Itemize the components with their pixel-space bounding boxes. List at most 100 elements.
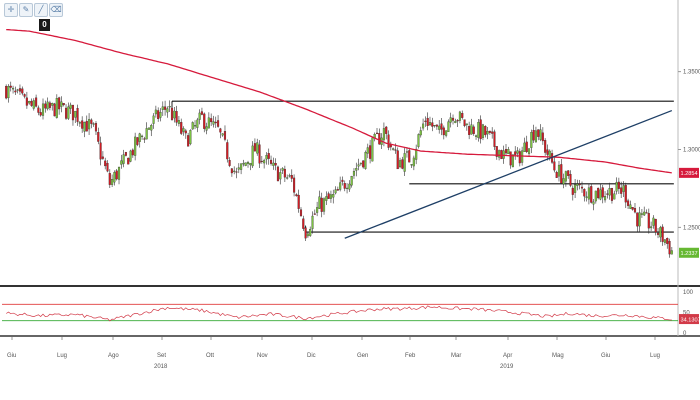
candle-body	[81, 120, 84, 129]
x-axis-month-label: Gen	[357, 353, 368, 359]
candle-body	[316, 207, 319, 213]
candle-body	[590, 186, 593, 203]
candle-body	[447, 121, 450, 133]
candle-body	[272, 162, 275, 166]
candle-body	[378, 133, 381, 145]
candle-body	[182, 128, 185, 132]
candle-body	[242, 163, 245, 165]
candle-body	[293, 177, 296, 193]
candle-body	[426, 117, 429, 126]
candle-body	[108, 173, 111, 185]
candle-body	[375, 132, 379, 135]
price-axis-label: 1.3500	[683, 70, 700, 76]
candle-body	[152, 115, 155, 124]
pencil-icon[interactable]: ✎	[19, 3, 33, 17]
candle-body	[449, 117, 452, 123]
candle-body	[127, 157, 130, 165]
candle-body	[7, 86, 10, 99]
last-price-tag: 1.2337	[681, 251, 698, 257]
candle-body	[629, 204, 632, 209]
candle-body	[440, 123, 443, 130]
candle-body	[385, 126, 388, 134]
candle-body	[656, 232, 660, 235]
candle-body	[585, 196, 588, 198]
candle-body	[601, 187, 604, 198]
eraser-icon[interactable]: ⌫	[49, 3, 63, 17]
candle-body	[495, 146, 498, 157]
candle-body	[484, 126, 487, 136]
zero-badge: 0	[39, 19, 50, 31]
candle-body	[249, 162, 252, 166]
candle-body	[587, 187, 590, 200]
candle-body	[101, 156, 104, 159]
candle-body	[627, 200, 630, 206]
candle-body	[574, 184, 577, 193]
candle-body	[541, 132, 544, 142]
candle-body	[124, 151, 127, 156]
x-axis-month-label: Giu	[601, 353, 610, 359]
candle-body	[451, 117, 455, 121]
candle-body	[306, 233, 309, 237]
candle-body	[193, 125, 197, 127]
candle-body	[318, 196, 321, 209]
candle-body	[479, 119, 482, 140]
candle-body	[654, 218, 657, 233]
candle-body	[624, 185, 627, 203]
candle-body	[415, 148, 418, 160]
candle-body	[394, 149, 397, 151]
candle-body	[210, 118, 213, 123]
candle-body	[173, 110, 176, 119]
candle-body	[51, 103, 54, 106]
x-axis-month-label: Ott	[206, 353, 214, 359]
candle-body	[115, 170, 118, 180]
candle-body	[525, 141, 528, 153]
candle-body	[424, 120, 427, 122]
candle-body	[382, 128, 385, 141]
candle-body	[207, 117, 210, 129]
candle-body	[518, 151, 521, 164]
candle-body	[640, 213, 643, 215]
candle-body	[143, 138, 146, 140]
candle-body	[189, 130, 192, 145]
candle-body	[134, 136, 137, 156]
x-axis-year-label: 2018	[154, 364, 168, 370]
candle-body	[576, 183, 579, 186]
candle-body	[166, 108, 169, 113]
candle-body	[532, 129, 535, 141]
candle-body	[422, 123, 425, 129]
candle-body	[39, 112, 42, 116]
candle-body	[398, 160, 402, 168]
candle-body	[608, 188, 611, 196]
candle-body	[606, 193, 609, 195]
candle-body	[258, 144, 261, 164]
candle-body	[177, 120, 180, 124]
candle-body	[334, 189, 337, 194]
candle-body	[645, 212, 648, 214]
candle-body	[355, 168, 358, 171]
candle-body	[357, 164, 360, 167]
candle-body	[481, 124, 485, 138]
candle-body	[461, 113, 464, 118]
candle-body	[90, 119, 93, 124]
candle-body	[486, 131, 489, 135]
candle-body	[223, 131, 227, 140]
candle-body	[14, 90, 17, 93]
candle-body	[670, 250, 673, 255]
candle-body	[200, 111, 203, 115]
candle-body	[83, 122, 86, 132]
candle-body	[643, 211, 646, 216]
candle-body	[219, 128, 222, 133]
candle-body	[428, 122, 432, 126]
trend-line-icon[interactable]: ╱	[34, 3, 48, 17]
candle-body	[138, 133, 141, 142]
crosshair-icon[interactable]: ✛	[4, 3, 18, 17]
candle-body	[214, 121, 217, 124]
candle-body	[527, 148, 531, 154]
candle-body	[346, 187, 349, 189]
candle-body	[175, 111, 178, 123]
moving-average-line	[6, 28, 672, 174]
candle-body	[603, 196, 607, 201]
candle-body	[569, 174, 572, 186]
